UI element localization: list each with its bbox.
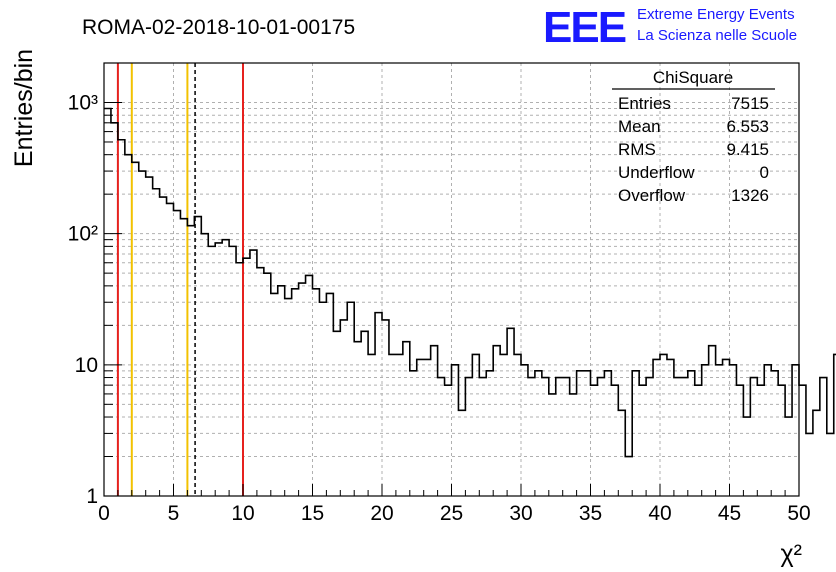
stats-row-value: 1326 — [731, 186, 769, 205]
x-tick-label: 45 — [718, 502, 741, 525]
x-tick-label: 10 — [231, 502, 254, 525]
marker-lines — [116, 63, 244, 496]
stats-row-value: 0 — [760, 163, 769, 182]
stats-row-label: RMS — [618, 140, 656, 159]
x-axis-label: χ² — [781, 540, 802, 568]
stats-box: ChiSquare Entries 7515 Mean 6.553 RMS 9.415 Un… — [612, 68, 775, 205]
logo-line-1: Extreme Energy Events — [637, 6, 795, 23]
y-tick-label: 10² — [68, 223, 98, 246]
y-axis-label: Entries/bin — [10, 49, 38, 167]
stats-row-value: 7515 — [731, 94, 769, 113]
x-tick-label: 40 — [648, 502, 671, 525]
x-tick-label: 35 — [579, 502, 602, 525]
grid — [104, 63, 799, 496]
x-tick-label: 25 — [440, 502, 463, 525]
y-tick-label: 10³ — [68, 91, 98, 114]
stats-row-value: 6.553 — [726, 117, 769, 136]
stats-row-label: Mean — [618, 117, 661, 136]
x-tick-label: 15 — [301, 502, 324, 525]
y-tick-label: 1 — [86, 485, 98, 508]
x-tick-label: 20 — [370, 502, 393, 525]
stats-title: ChiSquare — [653, 68, 733, 87]
stats-row-label: Overflow — [618, 186, 686, 205]
run-title: ROMA-02-2018-10-01-00175 — [82, 16, 355, 39]
stats-row-label: Underflow — [618, 163, 695, 182]
logo-line-2: La Scienza nelle Scuole — [637, 27, 797, 44]
logo-mark: EEE — [543, 3, 626, 52]
x-tick-label: 5 — [168, 502, 180, 525]
x-tick-label: 50 — [787, 502, 810, 525]
eee-logo: EEE Extreme Energy Events La Scienza nel… — [543, 3, 797, 52]
stats-row-value: 9.415 — [726, 140, 769, 159]
y-tick-label: 10 — [75, 354, 98, 377]
histogram-bins — [104, 107, 836, 458]
axis-ticks: 0 5 10 15 20 25 30 35 40 45 50 1 10 10² 10³ — [68, 91, 811, 525]
x-tick-label: 30 — [509, 502, 532, 525]
stats-row-label: Entries — [618, 94, 671, 113]
x-tick-label: 0 — [98, 502, 110, 525]
histogram — [104, 107, 836, 458]
